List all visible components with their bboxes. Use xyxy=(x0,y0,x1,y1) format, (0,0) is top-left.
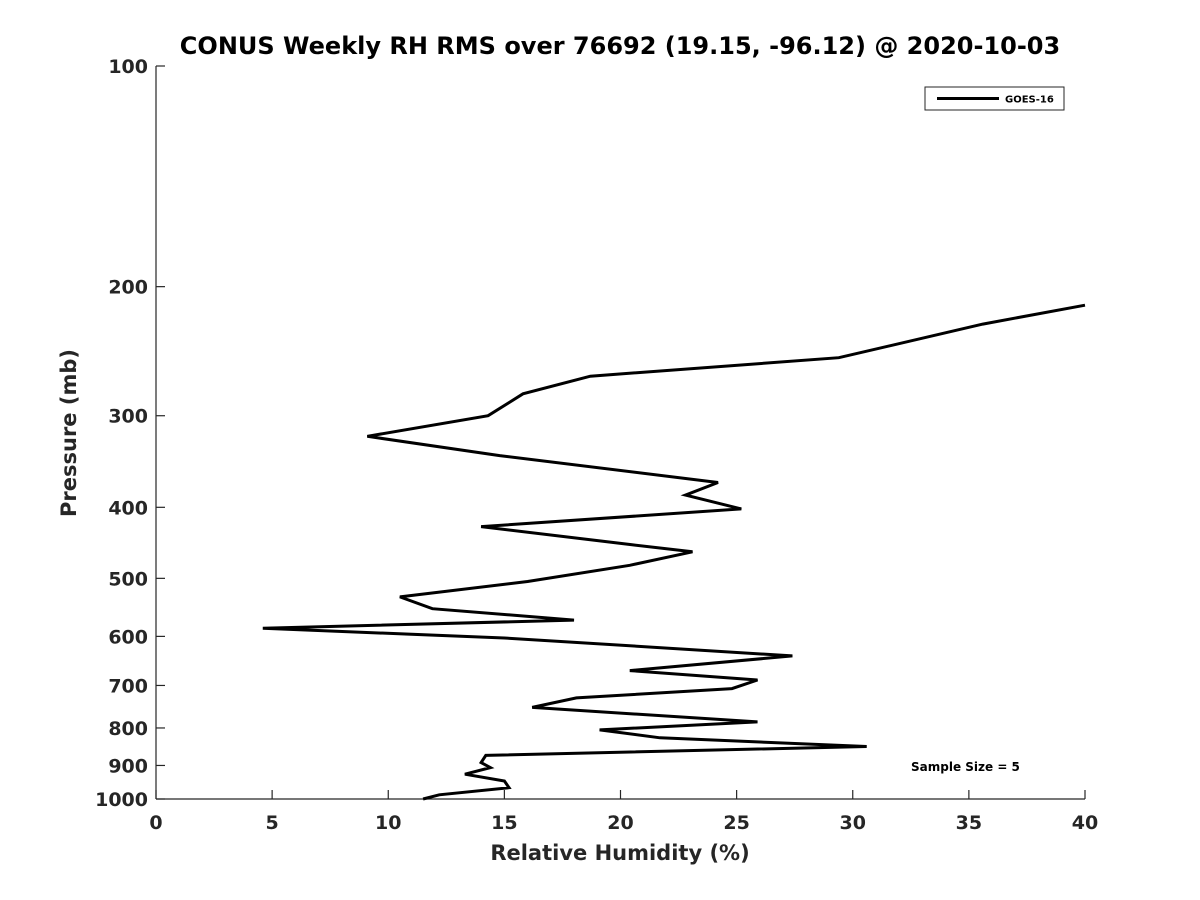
y-tick-label-400: 400 xyxy=(108,497,148,519)
legend: GOES-16 xyxy=(924,86,1065,111)
y-tick-label-600: 600 xyxy=(108,626,148,648)
y-tick-label-700: 700 xyxy=(108,675,148,697)
x-tick-label-15: 15 xyxy=(491,812,517,834)
x-axis-label: Relative Humidity (%) xyxy=(490,841,749,865)
series-line-goes-16 xyxy=(262,303,1086,801)
x-tick-label-10: 10 xyxy=(375,812,401,834)
x-tick-label-25: 25 xyxy=(723,812,749,834)
x-tick-label-35: 35 xyxy=(956,812,982,834)
sample-size-annotation: Sample Size = 5 xyxy=(911,760,1020,774)
x-tick-label-30: 30 xyxy=(840,812,866,834)
chart-title: CONUS Weekly RH RMS over 76692 (19.15, -… xyxy=(180,32,1060,60)
y-tick-label-500: 500 xyxy=(108,568,148,590)
x-tick-label-40: 40 xyxy=(1072,812,1098,834)
y-axis-label: Pressure (mb) xyxy=(57,349,81,517)
legend-label-goes-16: GOES-16 xyxy=(1005,95,1054,106)
x-axis-ticks: 0 5 10 15 20 25 30 35 40 xyxy=(149,790,1098,834)
y-tick-label-1000: 1000 xyxy=(95,789,148,811)
y-tick-label-900: 900 xyxy=(108,755,148,777)
x-tick-label-20: 20 xyxy=(607,812,633,834)
y-tick-label-200: 200 xyxy=(108,277,148,299)
y-axis-ticks: 100 200 300 400 500 600 700 800 900 1000 xyxy=(95,56,165,811)
y-tick-label-300: 300 xyxy=(108,406,148,428)
y-tick-label-800: 800 xyxy=(108,718,148,740)
series-layer xyxy=(262,303,1086,801)
x-tick-label-0: 0 xyxy=(149,812,162,834)
y-tick-label-100: 100 xyxy=(108,56,148,78)
x-tick-label-5: 5 xyxy=(266,812,279,834)
